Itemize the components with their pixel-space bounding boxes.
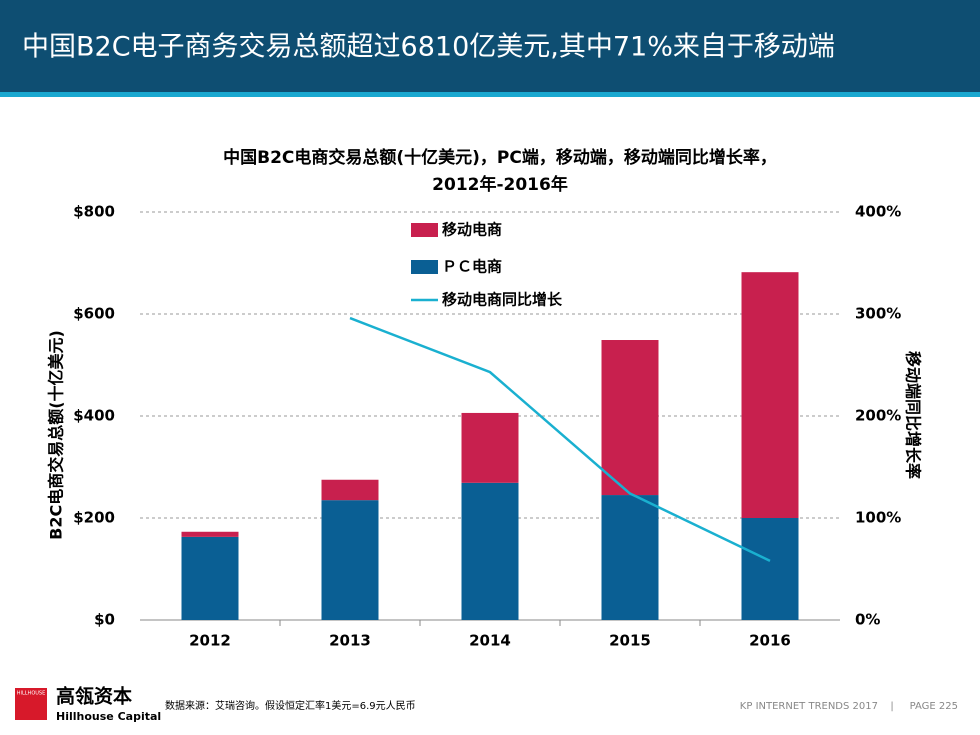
- y2-tick-label: 400%: [855, 203, 901, 221]
- chart-title: 2012年-2016年: [432, 174, 568, 195]
- x-tick-label: 2013: [329, 632, 371, 650]
- legend-label: 移动电商: [442, 221, 502, 239]
- bar: [741, 272, 799, 518]
- logo-mark: [15, 688, 47, 720]
- logo-small: HILLHOUSE: [17, 691, 46, 697]
- legend-label: 移动电商同比增长: [442, 291, 563, 309]
- x-tick-label: 2015: [609, 632, 651, 650]
- bar: [461, 482, 519, 620]
- separator: |: [890, 701, 893, 712]
- y-tick-label: $600: [73, 305, 115, 323]
- y2-tick-label: 300%: [855, 305, 901, 323]
- bar: [461, 412, 519, 483]
- bar: [741, 518, 799, 620]
- bar: [181, 531, 239, 537]
- bar: [601, 495, 659, 620]
- y-tick-label: $400: [73, 407, 115, 425]
- legend-label: ＰＣ电商: [442, 258, 502, 276]
- bar: [181, 536, 239, 620]
- bar: [601, 340, 659, 496]
- legend-swatch: [411, 260, 438, 274]
- y-tick-label: $0: [94, 611, 115, 629]
- y2-axis-label: 移动端同比增长率: [904, 351, 923, 479]
- x-tick-label: 2016: [749, 632, 791, 650]
- logo-cn: 高瓴资本: [56, 685, 132, 708]
- y2-tick-label: 100%: [855, 509, 901, 527]
- bar: [321, 479, 379, 501]
- y-tick-label: $200: [73, 509, 115, 527]
- x-tick-label: 2014: [469, 632, 511, 650]
- y-axis-label: B2C电商交易总额(十亿美元): [47, 330, 66, 540]
- header-band: [0, 0, 980, 92]
- y-tick-label: $800: [73, 203, 115, 221]
- page-number: PAGE 225: [910, 701, 958, 712]
- legend-swatch: [411, 223, 438, 237]
- slide-title: 中国B2C电子商务交易总额超过6810亿美元,其中71%来自于移动端: [22, 32, 835, 63]
- report-name: KP INTERNET TRENDS 2017: [740, 701, 878, 712]
- bar: [321, 500, 379, 620]
- logo-en: Hillhouse Capital: [56, 710, 161, 723]
- x-tick-label: 2012: [189, 632, 231, 650]
- y2-tick-label: 0%: [855, 611, 880, 629]
- chart-title: 中国B2C电商交易总额(十亿美元)，PC端，移动端，移动端同比增长率，: [223, 147, 777, 168]
- source: 数据来源：艾瑞咨询。假设恒定汇率1美元=6.9元人民币: [165, 699, 416, 712]
- line: [349, 316, 771, 562]
- header-stripe: [0, 92, 980, 97]
- y2-tick-label: 200%: [855, 407, 901, 425]
